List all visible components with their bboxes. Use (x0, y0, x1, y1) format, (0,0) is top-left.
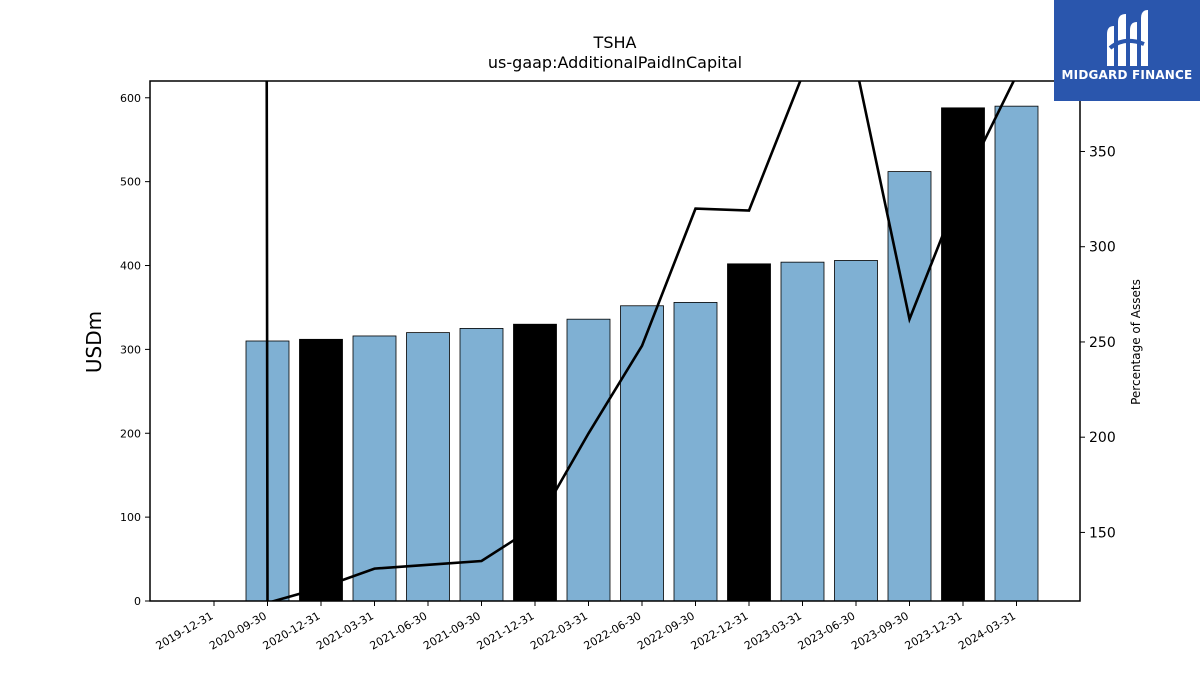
bar-2022-06-30 (620, 305, 664, 602)
y-tick-label: 300 (120, 343, 141, 356)
y-axis-right-label: Percentage of Assets (1129, 279, 1143, 405)
bar-2021-12-31 (513, 323, 557, 602)
y-tick-label: 500 (120, 176, 141, 189)
plot-frame (149, 80, 1081, 602)
y-right-tick-label: 150 (1089, 525, 1116, 541)
x-tick-label: 2022-06-30 (582, 609, 644, 652)
chart-title: TSHA (593, 33, 637, 52)
bar-2023-06-30 (834, 260, 878, 602)
x-tick-label: 2021-12-31 (475, 609, 537, 652)
x-tick-label: 2022-12-31 (689, 609, 751, 652)
midgard-finance-logo: MIDGARD FINANCE (1054, 0, 1200, 101)
x-tick-label: 2023-09-30 (849, 609, 911, 652)
bar-2021-09-30 (459, 328, 504, 602)
x-tick-label: 2024-03-31 (956, 609, 1018, 652)
bar-2023-03-31 (780, 261, 825, 602)
x-tick-label: 2019-12-31 (154, 609, 216, 652)
percentage-of-assets-line (265, 81, 1016, 601)
bar-2021-03-31 (352, 335, 397, 602)
x-tick-label: 2022-09-30 (635, 609, 697, 652)
bar-2024-03-31 (994, 105, 1039, 602)
bar-2022-12-31 (727, 263, 771, 602)
y-right-tick-label: 350 (1089, 144, 1116, 160)
midgard-logo-icon (1107, 10, 1148, 66)
y-axis-label: USDm (82, 311, 106, 373)
x-tick-label: 2020-12-31 (261, 609, 323, 652)
y-tick-label: 0 (134, 595, 141, 608)
logo-text: MIDGARD FINANCE (1061, 68, 1193, 82)
y-tick-label: 400 (120, 260, 141, 273)
y-tick-label: 100 (120, 511, 141, 524)
chart-subtitle: us-gaap:AdditionalPaidInCapital (488, 53, 742, 72)
bar-2021-06-30 (406, 332, 450, 602)
bar-2023-09-30 (887, 171, 932, 602)
bar-2023-12-31 (941, 107, 985, 602)
y-right-tick-label: 300 (1089, 240, 1116, 256)
y-tick-label: 600 (120, 92, 141, 105)
bars-layer (245, 105, 1039, 602)
x-tick-label: 2023-12-31 (903, 609, 965, 652)
x-tick-label: 2022-03-31 (528, 609, 590, 652)
line-layer (265, 81, 1016, 601)
x-tick-label: 2023-03-31 (742, 609, 804, 652)
y-right-tick-label: 250 (1089, 335, 1116, 351)
x-tick-label: 2021-03-31 (314, 609, 376, 652)
x-tick-label: 2020-09-30 (207, 609, 269, 652)
y-tick-label: 200 (120, 427, 141, 440)
x-tick-label: 2021-06-30 (368, 609, 430, 652)
bar-2020-12-31 (299, 338, 343, 602)
y-right-tick-label: 200 (1089, 430, 1116, 446)
x-tick-label: 2021-09-30 (421, 609, 483, 652)
x-tick-label: 2023-06-30 (796, 609, 858, 652)
bar-2022-09-30 (673, 302, 718, 602)
